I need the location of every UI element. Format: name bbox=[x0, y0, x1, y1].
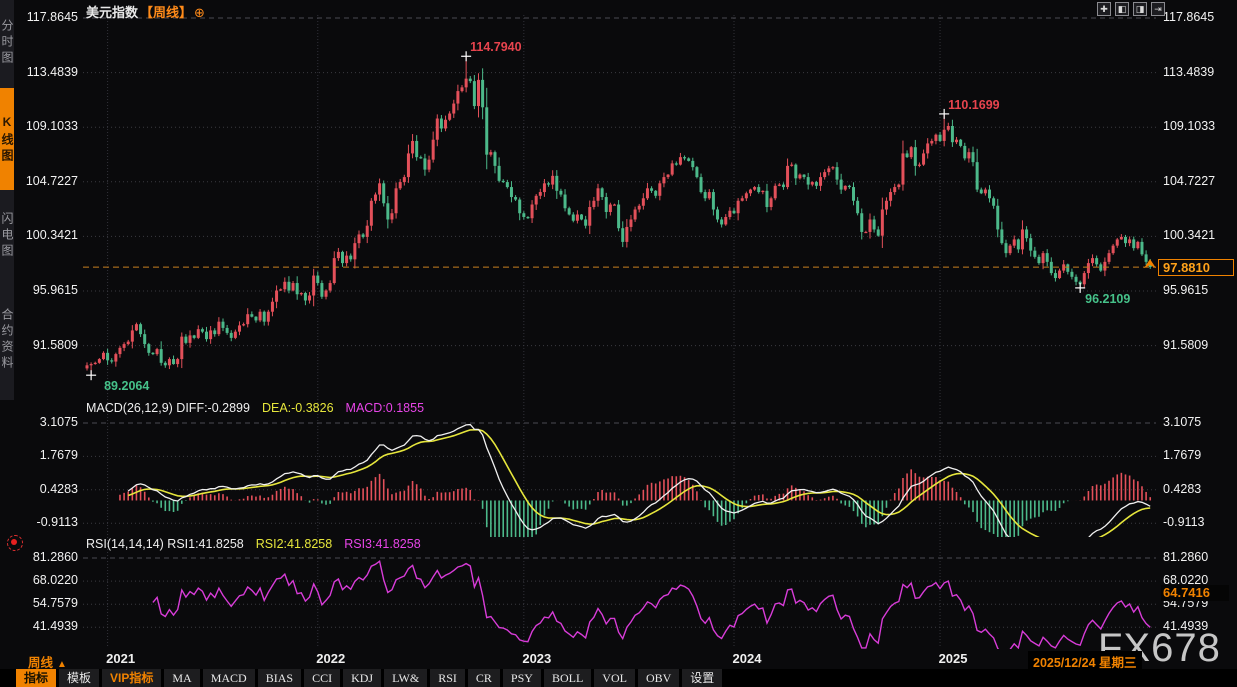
shift-right-icon[interactable]: ⇥ bbox=[1151, 2, 1165, 16]
axis-tick-label: 109.1033 bbox=[25, 119, 78, 134]
pane-controls: ✚ ◧ ◨ ⇥ bbox=[1097, 2, 1165, 16]
axis-tick-label: 1.7679 bbox=[1163, 448, 1202, 463]
target-crosshair-icon[interactable]: ⊕ bbox=[194, 5, 205, 20]
axis-tick-label: 81.2860 bbox=[1163, 550, 1209, 564]
extreme-price-label: 96.2109 bbox=[1085, 291, 1131, 306]
axis-tick-label: 41.4939 bbox=[1163, 619, 1209, 634]
axis-tick-label: 104.7227 bbox=[1163, 173, 1216, 188]
sidebar-item-chart-type-0[interactable]: 分时图 bbox=[0, 0, 14, 90]
axis-tick-label: 41.4939 bbox=[32, 619, 78, 634]
rsi2-value: RSI2:41.8258 bbox=[255, 537, 333, 551]
sidebar-item-kline-chart[interactable]: K线图 bbox=[0, 88, 14, 192]
toolbar-button-cci[interactable]: CCI bbox=[304, 669, 341, 687]
rsi-header: RSI(14,14,14) RSI1:41.8258 RSI2:41.8258 RS… bbox=[86, 537, 421, 551]
period-tag: 【周线】 bbox=[140, 5, 193, 20]
chart-type-sidebar: 分时图 K线图 闪电图 合约资料 bbox=[0, 0, 14, 650]
toolbar-button-rsi[interactable]: RSI bbox=[430, 669, 465, 687]
zoom-y-axis-icon[interactable]: ◨ bbox=[1133, 2, 1147, 16]
extreme-price-label: 114.7940 bbox=[470, 40, 522, 55]
axis-tick-label: 104.7227 bbox=[25, 173, 78, 188]
toolbar-button-模板[interactable]: 模板 bbox=[59, 669, 100, 687]
extreme-price-label: 110.1699 bbox=[948, 97, 1000, 112]
macd-hist-value: MACD:0.1855 bbox=[345, 401, 425, 415]
axis-tick-label: 95.9615 bbox=[1163, 283, 1209, 297]
year-tick-label: 2023 bbox=[522, 651, 552, 666]
toolbar-button-vol[interactable]: VOL bbox=[594, 669, 635, 687]
up-triangle-icon: ▲ bbox=[57, 659, 67, 670]
year-tick-label: 2021 bbox=[106, 651, 136, 666]
zoom-x-axis-icon[interactable]: ◧ bbox=[1115, 2, 1129, 16]
rsi1-value: RSI(14,14,14) RSI1:41.8258 bbox=[86, 537, 244, 551]
axis-tick-label: 68.0220 bbox=[1163, 573, 1209, 588]
symbol-name: 美元指数 bbox=[86, 5, 139, 20]
macd-header: MACD(26,12,9) DIFF:-0.2899 DEA:-0.3826 MAC… bbox=[86, 401, 424, 415]
chart-title: 美元指数 【周线】 ⊕ bbox=[86, 2, 205, 21]
sidebar-item-chart-type-2[interactable]: 闪电图 bbox=[0, 190, 14, 282]
alert-dot-icon[interactable] bbox=[7, 535, 23, 551]
axis-tick-label: 0.4283 bbox=[1163, 481, 1202, 496]
axis-tick-label: 113.4839 bbox=[26, 64, 78, 79]
macd-diff-value: MACD(26,12,9) DIFF:-0.2899 bbox=[86, 401, 250, 415]
toolbar-button-macd[interactable]: MACD bbox=[202, 669, 255, 687]
axis-tick-label: -0.9113 bbox=[36, 515, 78, 530]
axis-tick-label: 109.1033 bbox=[1163, 119, 1216, 134]
pan-move-icon[interactable]: ✚ bbox=[1097, 2, 1111, 16]
extreme-price-label: 89.2064 bbox=[104, 379, 150, 394]
macd-dea-value: DEA:-0.3826 bbox=[261, 401, 334, 415]
toolbar-button-boll[interactable]: BOLL bbox=[543, 669, 592, 687]
toolbar-button-ma[interactable]: MA bbox=[164, 669, 200, 687]
axis-tick-label: 68.0220 bbox=[32, 573, 78, 588]
toolbar-button-cr[interactable]: CR bbox=[467, 669, 500, 687]
axis-tick-label: 0.4283 bbox=[39, 481, 78, 496]
axis-tick-label: 100.3421 bbox=[25, 228, 78, 243]
current-price-box: 97.8810 bbox=[1158, 259, 1234, 276]
axis-tick-label: 117.8645 bbox=[26, 10, 78, 24]
axis-tick-label: 117.8645 bbox=[1163, 10, 1215, 24]
axis-tick-label: -0.9113 bbox=[1163, 515, 1205, 530]
axis-tick-label: 113.4839 bbox=[1163, 64, 1215, 79]
year-tick-label: 2022 bbox=[316, 651, 346, 666]
time-axis: 周线 ▲ 2025/12/24 星期三 2021 2022 2023 2024 2025 bbox=[0, 650, 1237, 672]
timeframe-label: 周线 bbox=[28, 656, 54, 670]
sidebar-item-chart-type-3[interactable]: 合约资料 bbox=[0, 280, 14, 400]
toolbar-button-bias[interactable]: BIAS bbox=[257, 669, 302, 687]
toolbar-button-obv[interactable]: OBV bbox=[637, 669, 680, 687]
axis-tick-label: 3.1075 bbox=[1163, 415, 1202, 429]
axis-tick-label: 81.2860 bbox=[32, 550, 78, 564]
chart-canvas[interactable] bbox=[0, 0, 1237, 650]
toolbar-button-设置[interactable]: 设置 bbox=[682, 669, 723, 687]
last-date-label: 2025/12/24 星期三 bbox=[1028, 651, 1142, 672]
toolbar-button-lw&[interactable]: LW& bbox=[384, 669, 428, 687]
axis-tick-label: 100.3421 bbox=[1163, 228, 1216, 243]
axis-tick-label: 95.9615 bbox=[32, 283, 78, 297]
year-tick-label: 2024 bbox=[732, 651, 762, 666]
indicator-toolbar: 指标 模板 VIP指标 MA MACD BIAS CCI KDJ LW& RSI CR PSY BOLL… bbox=[0, 669, 1237, 687]
axis-tick-label: 91.5809 bbox=[32, 337, 78, 352]
toolbar-button-kdj[interactable]: KDJ bbox=[343, 669, 382, 687]
axis-tick-label: 3.1075 bbox=[39, 415, 78, 429]
toolbar-button-vip指标[interactable]: VIP指标 bbox=[102, 669, 162, 687]
toolbar-button-psy[interactable]: PSY bbox=[502, 669, 541, 687]
axis-tick-label: 91.5809 bbox=[1163, 337, 1209, 352]
axis-tick-label: 1.7679 bbox=[39, 448, 78, 463]
year-tick-label: 2025 bbox=[938, 651, 968, 666]
rsi3-value: RSI3:41.8258 bbox=[344, 537, 421, 551]
axis-tick-label: 54.7579 bbox=[32, 596, 78, 611]
toolbar-button-指标[interactable]: 指标 bbox=[16, 669, 57, 687]
rsi-axis-highlight: 64.7416 bbox=[1161, 585, 1229, 601]
timeframe-selector[interactable]: 周线 ▲ bbox=[28, 652, 67, 671]
